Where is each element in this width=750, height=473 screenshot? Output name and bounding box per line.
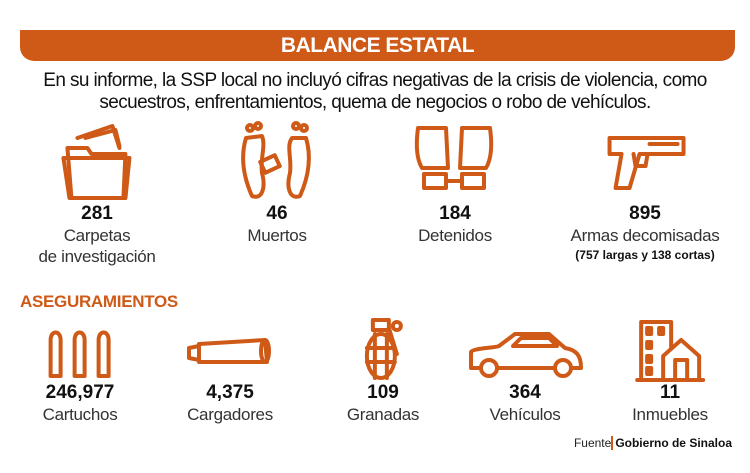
section-title: ASEGURAMIENTOS xyxy=(20,292,178,311)
stat-carpetas: 281 Carpetas de investigación xyxy=(38,118,156,267)
seizure-cartuchos: 246,977 Cartuchos xyxy=(43,318,118,425)
handcuffed-hands-icon xyxy=(414,126,494,190)
source-credit: Fuente Gobierno de Sinaloa xyxy=(574,436,732,450)
seizure-value: 364 xyxy=(509,382,541,403)
seizure-label: Inmuebles xyxy=(632,405,708,424)
stat-value: 46 xyxy=(266,203,288,224)
seizure-granadas: 109 Granadas xyxy=(347,318,419,425)
stat-muertos: 46 Muertos xyxy=(232,118,322,246)
stat-label: Muertos xyxy=(247,226,307,245)
seizure-value: 109 xyxy=(367,382,399,403)
stat-label: de investigación xyxy=(38,247,156,266)
magazine-icon xyxy=(187,338,271,364)
seizure-label: Cartuchos xyxy=(42,405,118,424)
folder-icon xyxy=(61,124,131,200)
seizure-inmuebles: 11 Inmuebles xyxy=(632,318,708,425)
stat-value: 281 xyxy=(81,203,113,224)
car-icon xyxy=(469,332,583,378)
stat-armas: 895 Armas decomisadas (757 largas y 138 … xyxy=(571,118,720,262)
source-value: Gobierno de Sinaloa xyxy=(611,436,732,450)
seizure-value: 4,375 xyxy=(206,382,254,403)
stat-label: Detenidos xyxy=(418,226,492,245)
seizure-cargadores: 4,375 Cargadores xyxy=(185,318,275,425)
intro-line: secuestros, enfrentamientos, quema de ne… xyxy=(99,92,651,113)
seizure-value: 11 xyxy=(659,382,681,403)
seizure-value: 246,977 xyxy=(45,382,115,403)
feet-tag-icon xyxy=(241,121,311,199)
seizure-label: Granadas xyxy=(346,405,420,424)
title-banner: BALANCE ESTATAL xyxy=(20,30,735,61)
stat-label: Carpetas xyxy=(63,226,131,245)
stat-label: Armas decomisadas xyxy=(570,226,720,245)
stat-value: 184 xyxy=(439,203,471,224)
grenade-icon xyxy=(364,318,403,380)
pistol-icon xyxy=(608,136,686,190)
intro-line: En su informe, la SSP local no incluyó c… xyxy=(43,70,707,91)
source-label: Fuente xyxy=(573,436,612,450)
intro-text: En su informe, la SSP local no incluyó c… xyxy=(0,70,750,114)
stat-value: 895 xyxy=(629,203,661,224)
building-icon xyxy=(634,320,705,382)
seizure-label: Vehículos xyxy=(489,405,561,424)
stat-note: (757 largas y 138 cortas) xyxy=(575,248,715,262)
bullets-icon xyxy=(49,330,111,378)
seizure-vehiculos: 364 Vehículos xyxy=(465,318,585,425)
stat-detenidos: 184 Detenidos xyxy=(410,118,500,246)
seizure-label: Cargadores xyxy=(187,405,273,424)
